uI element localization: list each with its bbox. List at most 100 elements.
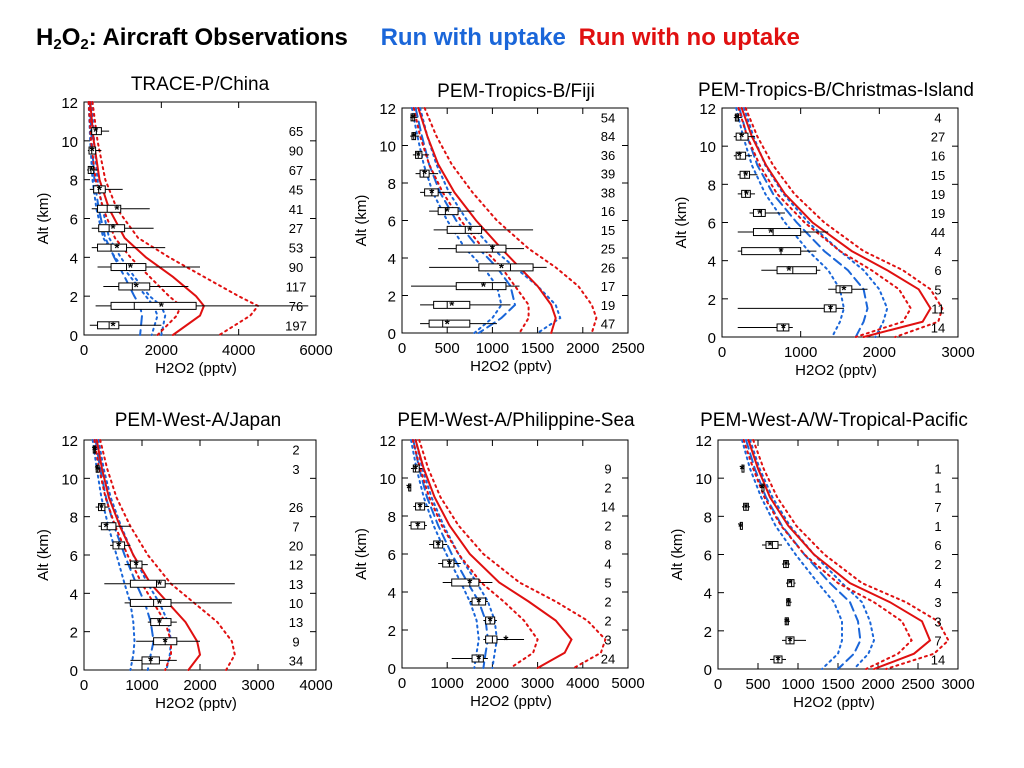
obs-box [93, 185, 106, 194]
y-tick-label: 8 [388, 509, 396, 526]
sample-count-label: 5 [934, 282, 941, 297]
obs-box [835, 285, 853, 294]
y-tick-label: 6 [70, 548, 78, 565]
sample-count-label: 7 [934, 500, 941, 515]
obs-mean-marker: * [157, 615, 163, 630]
x-tick-label: 0 [398, 340, 406, 357]
obs-mean-marker: * [418, 500, 424, 515]
y-tick-label: 2 [388, 289, 396, 306]
obs-mean-marker: * [406, 481, 412, 496]
obs-mean-marker: * [775, 652, 781, 667]
y-tick-label: 0 [70, 663, 78, 680]
obs-mean-marker: * [134, 279, 140, 294]
y-tick-label: 8 [708, 177, 716, 194]
obs-box [129, 579, 166, 588]
obs-mean-marker: * [445, 204, 451, 219]
sample-count-label: 2 [292, 443, 299, 458]
obs-box [787, 579, 795, 588]
chart-title: PEM-Tropics-B/Fiji [437, 81, 595, 102]
no-uptake-dotted-line [418, 439, 607, 669]
sample-count-label: 27 [931, 130, 945, 145]
obs-mean-marker: * [490, 242, 496, 257]
sample-count-label: 8 [604, 538, 611, 553]
obs-mean-marker: * [738, 519, 744, 534]
no-uptake-dotted-line [412, 107, 530, 334]
obs-mean-marker: * [768, 225, 774, 240]
obs-mean-marker: * [778, 244, 784, 259]
sample-count-label: 14 [601, 500, 615, 515]
sample-count-label: 5 [604, 576, 611, 591]
obs-box [776, 266, 817, 275]
obs-box [446, 225, 483, 234]
sample-count-label: 197 [285, 318, 307, 333]
x-tick-label: 2000 [145, 342, 178, 359]
obs-box [735, 151, 747, 160]
x-tick-label: 1000 [784, 344, 817, 361]
y-tick-label: 12 [61, 95, 78, 112]
sample-count-label: 3 [604, 633, 611, 648]
chart-title: PEM-West-A/W-Tropical-Pacific [700, 410, 968, 431]
legend-no-uptake-label: Run with no uptake [578, 24, 800, 51]
obs-mean-marker: * [734, 111, 740, 126]
obs-mean-marker: * [114, 241, 120, 256]
obs-mean-marker: * [743, 500, 749, 515]
chart-title: PEM-West-A/Philippine-Sea [397, 410, 635, 431]
x-tick-label: 3000 [941, 676, 974, 693]
x-tick-label: 500 [745, 676, 770, 693]
obs-box [97, 204, 122, 213]
plot-frame [83, 439, 317, 671]
chart-panel-1: TRACE-P/China 0 2000 4000 6000 0 2 4 6 8 10 12 H2O2 … [35, 74, 333, 377]
y-tick-label: 8 [388, 176, 396, 193]
obs-mean-marker: * [90, 144, 96, 159]
sample-count-label: 76 [289, 299, 303, 314]
sample-count-label: 13 [289, 615, 303, 630]
y-tick-label: 4 [704, 586, 712, 603]
obs-mean-marker: * [783, 557, 789, 572]
x-tick-label: 3000 [941, 344, 974, 361]
obs-box [118, 282, 151, 291]
y-tick-label: 2 [708, 292, 716, 309]
sample-count-label: 2 [934, 557, 941, 572]
sample-count-label: 4 [934, 244, 941, 259]
obs-box [455, 244, 507, 253]
no-uptake-dotted-line [752, 439, 950, 670]
obs-mean-marker: * [786, 595, 792, 610]
sample-count-label: 7 [934, 633, 941, 648]
chart-title: PEM-West-A/Japan [115, 410, 281, 431]
obs-box [752, 228, 802, 237]
y-axis-label: Alt (km) [669, 529, 686, 581]
no-uptake-dotted-line [744, 107, 944, 338]
y-tick-label: 0 [388, 661, 396, 678]
uptake-dotted-line [741, 439, 843, 670]
sample-count-label: 16 [601, 204, 615, 219]
obs-mean-marker: * [476, 595, 482, 610]
no-uptake-solid-line [747, 439, 932, 670]
y-axis-label: Alt (km) [353, 528, 370, 580]
x-tick-label: 2000 [183, 677, 216, 694]
obs-box [471, 654, 484, 663]
sample-count-label: 2 [604, 481, 611, 496]
obs-mean-marker: * [110, 221, 116, 236]
y-tick-label: 4 [388, 251, 396, 268]
sample-count-label: 3 [292, 462, 299, 477]
obs-mean-marker: * [467, 576, 473, 591]
sample-count-label: 12 [289, 558, 303, 573]
obs-box [478, 263, 534, 272]
obs-mean-marker: * [415, 519, 421, 534]
x-tick-label: 2500 [901, 676, 934, 693]
obs-mean-marker: * [416, 148, 422, 163]
sample-count-label: 17 [601, 279, 615, 294]
sample-count-label: 4 [934, 576, 941, 591]
y-tick-label: 6 [388, 214, 396, 231]
obs-mean-marker: * [157, 596, 163, 611]
sample-count-label: 65 [289, 124, 303, 139]
obs-mean-marker: * [784, 614, 790, 629]
sample-count-label: 90 [289, 260, 303, 275]
y-tick-label: 0 [70, 328, 78, 345]
sample-count-label: 9 [604, 462, 611, 477]
y-tick-label: 8 [70, 510, 78, 527]
y-tick-label: 4 [70, 586, 78, 603]
obs-mean-marker: * [114, 202, 120, 217]
sample-count-label: 1 [934, 481, 941, 496]
